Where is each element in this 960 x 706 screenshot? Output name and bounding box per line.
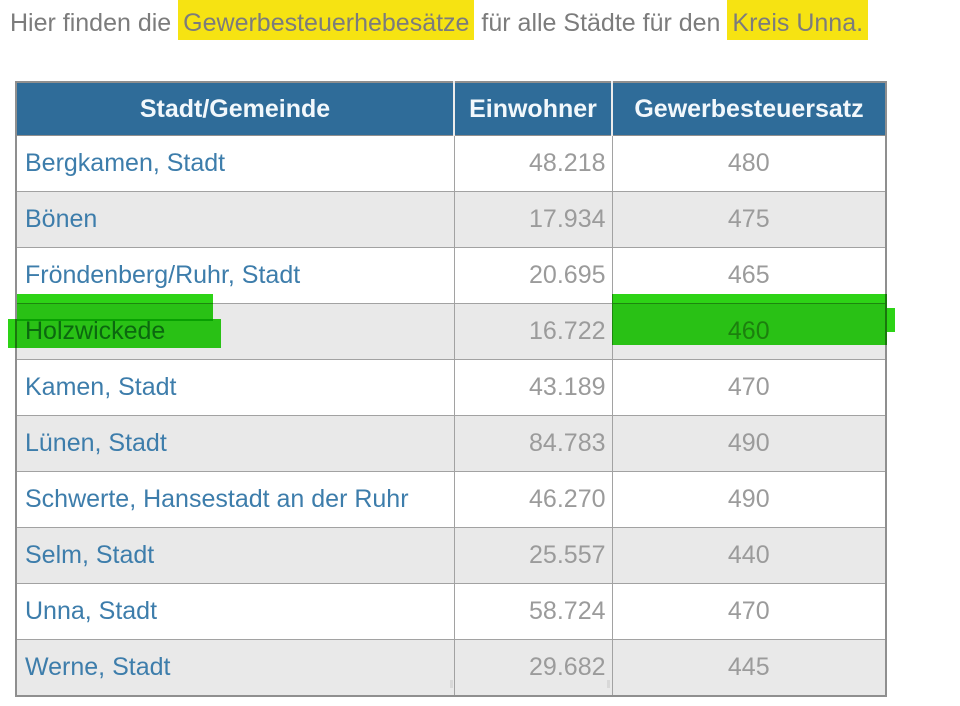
city-link-luenen[interactable]: Lünen, Stadt xyxy=(25,429,167,457)
steuersatz-cell: 440 xyxy=(611,527,887,584)
einwohner-cell: 16.722 xyxy=(453,303,613,360)
city-link-holzwickede[interactable]: Holzwickede xyxy=(25,317,166,345)
steuersatz-cell: 445 xyxy=(611,639,887,697)
city-link-selm[interactable]: Selm, Stadt xyxy=(25,541,155,569)
table-row-holzwickede: Holzwickede 16.722 460 xyxy=(15,303,887,360)
steuersatz-cell: 480 xyxy=(611,135,887,192)
city-link-boenen[interactable]: Bönen xyxy=(25,205,98,233)
intro-text-2: für alle Städte für den xyxy=(481,9,721,37)
stadt-cell: Selm, Stadt xyxy=(15,527,455,584)
city-link-bergkamen[interactable]: Bergkamen, Stadt xyxy=(25,149,226,177)
stadt-cell: Fröndenberg/Ruhr, Stadt xyxy=(15,247,455,304)
einwohner-cell: 43.189 xyxy=(453,359,613,416)
table-row: Fröndenberg/Ruhr, Stadt 20.695 465 xyxy=(15,247,887,304)
table-bottom-residue-mark xyxy=(607,680,610,688)
einwohner-cell: 25.557 xyxy=(453,527,613,584)
steuersatz-cell: 460 xyxy=(611,303,887,360)
yellow-highlight-kreis-unna: Kreis Unna. xyxy=(727,0,869,40)
table-row: Bönen 17.934 475 xyxy=(15,191,887,248)
einwohner-cell: 84.783 xyxy=(453,415,613,472)
steuersatz-cell: 490 xyxy=(611,471,887,528)
table-row: Kamen, Stadt 43.189 470 xyxy=(15,359,887,416)
einwohner-cell: 46.270 xyxy=(453,471,613,528)
intro-text-1: Hier finden die xyxy=(10,9,172,37)
stadt-cell: Bönen xyxy=(15,191,455,248)
green-marker-steuersatz-highlight-tab xyxy=(887,308,895,332)
steuersatz-cell: 475 xyxy=(611,191,887,248)
city-link-unna[interactable]: Unna, Stadt xyxy=(25,597,158,625)
table-row: Werne, Stadt 29.682 445 xyxy=(15,639,887,697)
intro-sentence: Hier finden die Gewerbesteuerhebesätze f… xyxy=(10,0,869,40)
table-row: Selm, Stadt 25.557 440 xyxy=(15,527,887,584)
table-row: Schwerte, Hansestadt an der Ruhr 46.270 … xyxy=(15,471,887,528)
stadt-cell: Kamen, Stadt xyxy=(15,359,455,416)
steuersatz-cell: 465 xyxy=(611,247,887,304)
table-header-row: Stadt/Gemeinde Einwohner Gewerbesteuersa… xyxy=(16,82,886,136)
city-link-froendenberg[interactable]: Fröndenberg/Ruhr, Stadt xyxy=(25,261,301,289)
table-row: Lünen, Stadt 84.783 490 xyxy=(15,415,887,472)
yellow-highlight-gewerbesteuerhebesaetze: Gewerbesteuerhebesätze xyxy=(178,0,475,40)
stadt-cell: Unna, Stadt xyxy=(15,583,455,640)
stadt-cell: Schwerte, Hansestadt an der Ruhr xyxy=(15,471,455,528)
table-row: Unna, Stadt 58.724 470 xyxy=(15,583,887,640)
column-header-stadt-gemeinde: Stadt/Gemeinde xyxy=(16,82,454,136)
steuersatz-cell: 470 xyxy=(611,359,887,416)
einwohner-cell: 48.218 xyxy=(453,135,613,192)
stadt-cell: Holzwickede xyxy=(15,303,455,360)
einwohner-cell: 58.724 xyxy=(453,583,613,640)
einwohner-cell: 17.934 xyxy=(453,191,613,248)
table-bottom-residue-mark xyxy=(450,680,453,688)
einwohner-cell: 29.682 xyxy=(453,639,613,697)
stadt-cell: Bergkamen, Stadt xyxy=(15,135,455,192)
einwohner-cell: 20.695 xyxy=(453,247,613,304)
table-row: Bergkamen, Stadt 48.218 480 xyxy=(15,135,887,192)
column-header-gewerbesteuersatz: Gewerbesteuersatz xyxy=(611,82,886,136)
stadt-cell: Werne, Stadt xyxy=(15,639,455,697)
steuersatz-cell: 490 xyxy=(611,415,887,472)
city-link-schwerte[interactable]: Schwerte, Hansestadt an der Ruhr xyxy=(25,485,409,513)
gewerbesteuer-table: Stadt/Gemeinde Einwohner Gewerbesteuersa… xyxy=(15,81,887,697)
column-header-einwohner: Einwohner xyxy=(453,82,612,136)
city-link-werne[interactable]: Werne, Stadt xyxy=(25,653,171,681)
steuersatz-cell: 470 xyxy=(611,583,887,640)
city-link-kamen[interactable]: Kamen, Stadt xyxy=(25,373,177,401)
stadt-cell: Lünen, Stadt xyxy=(15,415,455,472)
